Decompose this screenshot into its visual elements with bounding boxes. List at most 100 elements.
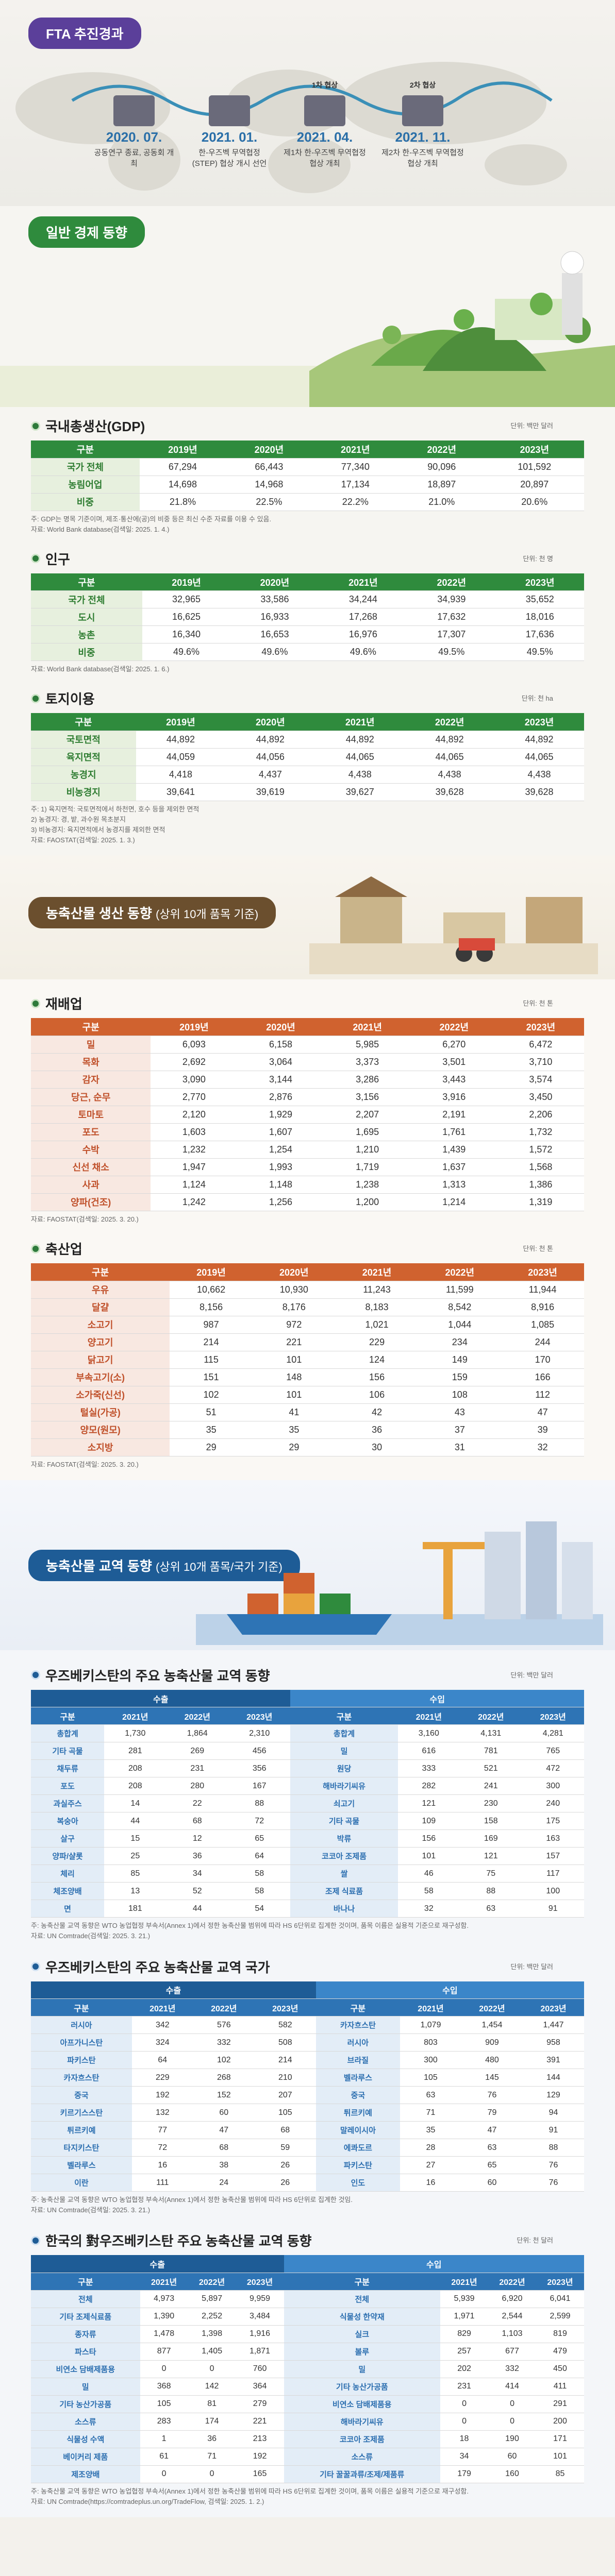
table-note: 자료: World Bank database(검색일: 2025. 1. 6.… — [31, 664, 584, 674]
cell: 34,939 — [407, 590, 496, 609]
row-label: 채두류 — [31, 1759, 105, 1778]
cell: 231 — [440, 2378, 489, 2396]
cell: 2,876 — [237, 1088, 324, 1106]
cell: 0 — [488, 2395, 536, 2413]
row-label: 사과 — [31, 1176, 151, 1194]
cell: 6,270 — [410, 1036, 497, 1054]
cell: 49.6% — [142, 643, 231, 662]
table-row: 양모(원모) 35 35 36 37 39 — [31, 1421, 584, 1439]
cell: 11,243 — [335, 1281, 419, 1299]
row-label: 과실주스 — [31, 1794, 105, 1813]
cell: 192 — [236, 2448, 284, 2466]
cell: 106 — [335, 1386, 419, 1404]
economy-banner: 일반 경제 동향 — [28, 216, 145, 248]
title-text: 인구 — [45, 551, 70, 567]
cell: 208 — [104, 1777, 167, 1795]
cell: 39,619 — [225, 783, 315, 801]
column-header: 구분 — [31, 1263, 170, 1281]
cell: 149 — [418, 1351, 502, 1369]
cell: 60 — [488, 2448, 536, 2466]
table-row: 종자류 1,478 1,398 1,916 실크 829 1,103 819 — [31, 2325, 584, 2343]
cell: 0 — [140, 2360, 188, 2378]
cell: 1,478 — [140, 2325, 188, 2343]
table-row: 우유 10,662 10,930 11,243 11,599 11,944 — [31, 1281, 584, 1299]
row-label: 부속고기(소) — [31, 1368, 170, 1386]
column-header: 2023년 — [236, 2273, 284, 2291]
data-table: 구분 2019년 2020년 2021년 2022년 2023년 국가 전체 67,294 66… — [31, 440, 584, 511]
row-label: 국토면적 — [31, 731, 136, 749]
cell: 456 — [228, 1742, 291, 1760]
cell: 190 — [488, 2430, 536, 2448]
table-row: 기타 조제식료품 1,390 2,252 3,484 식물성 한약재 1,971 2,544… — [31, 2308, 584, 2326]
column-header: 구분 — [31, 1998, 132, 2017]
cell: 582 — [254, 2016, 316, 2035]
cell: 63 — [400, 2086, 461, 2105]
cell: 3,443 — [410, 1071, 497, 1089]
cell: 414 — [488, 2378, 536, 2396]
table-row: 포도 208 280 167 해바라기씨유 282 241 300 — [31, 1777, 584, 1795]
cell: 1,200 — [324, 1193, 411, 1211]
row-label: 감자 — [31, 1071, 151, 1089]
event-date: 2021. 04. — [296, 129, 353, 145]
table-title: 인구 — [31, 549, 584, 568]
cell: 90,096 — [398, 458, 485, 476]
cell: 67,294 — [139, 458, 226, 476]
table-row: 총합계 1,730 1,864 2,310 총합계 3,160 4,131 4,281 — [31, 1724, 584, 1743]
cell: 11,599 — [418, 1281, 502, 1299]
row-label: 농림어업 — [31, 476, 140, 494]
port-graphic — [196, 1521, 603, 1645]
cell: 2,252 — [188, 2308, 236, 2326]
row-label: 말레이시아 — [315, 2121, 400, 2140]
row-label: 토마토 — [31, 1106, 151, 1124]
cell: 356 — [228, 1759, 291, 1778]
cell: 17,268 — [319, 608, 408, 626]
cell: 181 — [104, 1900, 167, 1918]
trade-banner: 농축산물 교역 동향 (상위 10개 품목/국가 기준) — [28, 1549, 300, 1581]
row-label: 비중 — [31, 643, 142, 662]
cell: 1,044 — [418, 1316, 502, 1334]
table-row: 토마토 2,120 1,929 2,207 2,191 2,206 — [31, 1106, 584, 1124]
column-header: 2021년 — [324, 1018, 411, 1036]
column-header: 2021년 — [140, 2273, 188, 2291]
cell: 77 — [131, 2121, 193, 2140]
cell: 20.6% — [485, 493, 584, 511]
cell: 108 — [418, 1386, 502, 1404]
table-row: 식물성 수액 1 36 213 코코아 조제품 18 190 171 — [31, 2430, 584, 2448]
table-row: 과실주스 14 22 88 쇠고기 121 230 240 — [31, 1794, 584, 1813]
table-row: 양파(건조) 1,242 1,256 1,200 1,214 1,319 — [31, 1193, 584, 1211]
table-row: 국토면적 44,892 44,892 44,892 44,892 44,892 — [31, 731, 584, 749]
bullet-icon — [31, 421, 40, 431]
cell: 60 — [193, 2104, 255, 2122]
cell: 31 — [418, 1438, 502, 1456]
data-table: 구분 2019년 2020년 2021년 2022년 2023년 밀 6,093 6,158 5,… — [31, 1018, 584, 1211]
cell: 3,710 — [497, 1053, 584, 1071]
column-header: 2021년 — [335, 1263, 419, 1281]
column-header: 2021년 — [440, 2273, 489, 2291]
cell: 36 — [335, 1421, 419, 1439]
row-label: 카자흐스탄 — [31, 2069, 132, 2087]
cell: 49.5% — [495, 643, 584, 662]
cell: 411 — [536, 2378, 584, 2396]
table-title: 토지이용 — [31, 689, 584, 708]
column-header: 2022년 — [193, 1998, 255, 2017]
column-header: 2022년 — [398, 440, 485, 459]
cell: 142 — [188, 2378, 236, 2396]
table-row: 털실(가공) 51 41 42 43 47 — [31, 1403, 584, 1421]
cell: 16,933 — [230, 608, 319, 626]
cell: 63 — [460, 1900, 522, 1918]
event-desc: 한-우즈벡 무역협정(STEP) 협상 개시 선언 — [192, 148, 267, 168]
cell: 342 — [131, 2016, 193, 2035]
table-block: 우즈베키스탄의 주요 농축산물 교역 국가 단위: 백만 달러 수출 수입 구분 2021… — [31, 1957, 584, 2216]
cell: 3,064 — [237, 1053, 324, 1071]
row-label: 쌀 — [290, 1865, 398, 1883]
row-label: 기타 곡물 — [290, 1812, 398, 1831]
cell: 1,398 — [188, 2325, 236, 2343]
row-label: 중국 — [31, 2086, 132, 2105]
row-label: 닭고기 — [31, 1351, 170, 1369]
note-line: 주: GDP는 명목 기준이며, 제조·통산에(공)의 비중 등은 최신 수준 … — [31, 515, 272, 523]
cell: 88 — [522, 2139, 584, 2157]
cell: 1,079 — [400, 2016, 461, 2035]
export-header: 수출 — [31, 1689, 291, 1708]
cell: 144 — [522, 2069, 584, 2087]
cell: 0 — [440, 2395, 489, 2413]
